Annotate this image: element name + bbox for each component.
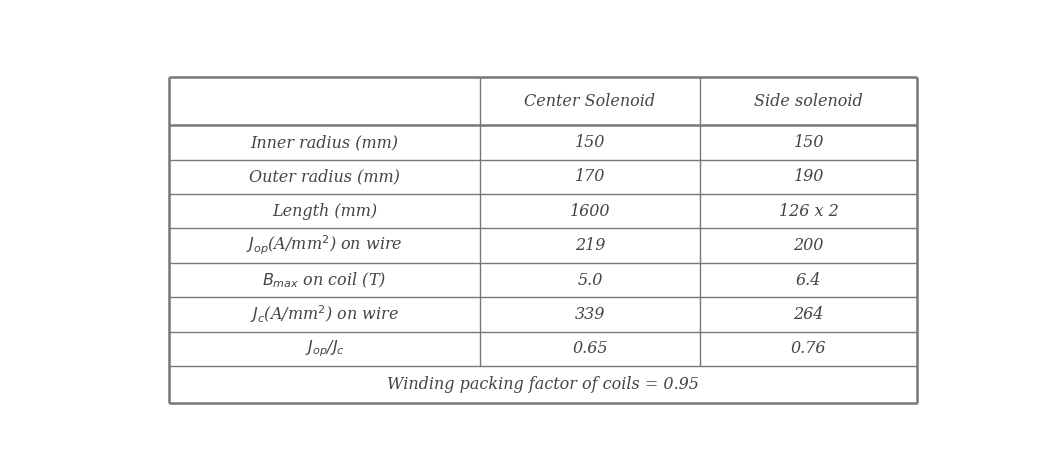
Text: 126 x 2: 126 x 2 bbox=[779, 203, 838, 220]
Text: 264: 264 bbox=[794, 306, 824, 323]
Text: 219: 219 bbox=[575, 237, 605, 254]
Text: 339: 339 bbox=[575, 306, 605, 323]
Text: 170: 170 bbox=[575, 169, 605, 185]
Text: 200: 200 bbox=[794, 237, 824, 254]
Text: Side solenoid: Side solenoid bbox=[755, 93, 863, 110]
Text: 0.76: 0.76 bbox=[791, 340, 827, 357]
Text: 1600: 1600 bbox=[569, 203, 611, 220]
Text: 5.0: 5.0 bbox=[578, 272, 603, 288]
Text: 150: 150 bbox=[794, 134, 824, 151]
Text: Winding packing factor of coils = 0.95: Winding packing factor of coils = 0.95 bbox=[387, 377, 700, 393]
Text: $J_{op}$(A/mm$^{2}$) on wire: $J_{op}$(A/mm$^{2}$) on wire bbox=[246, 234, 403, 258]
Text: Center Solenoid: Center Solenoid bbox=[525, 93, 655, 110]
Text: $B_{max}$ on coil (T): $B_{max}$ on coil (T) bbox=[263, 270, 387, 290]
Text: 190: 190 bbox=[794, 169, 824, 185]
Text: 6.4: 6.4 bbox=[796, 272, 822, 288]
Text: Outer radius (mm): Outer radius (mm) bbox=[249, 169, 400, 185]
Text: $J_{op}$/$J_{c}$: $J_{op}$/$J_{c}$ bbox=[304, 339, 344, 359]
Text: Inner radius (mm): Inner radius (mm) bbox=[250, 134, 399, 151]
Text: 150: 150 bbox=[575, 134, 605, 151]
Text: Length (mm): Length (mm) bbox=[272, 203, 377, 220]
Text: $J_{c}$(A/mm$^{2}$) on wire: $J_{c}$(A/mm$^{2}$) on wire bbox=[250, 304, 399, 326]
Text: 0.65: 0.65 bbox=[572, 340, 607, 357]
